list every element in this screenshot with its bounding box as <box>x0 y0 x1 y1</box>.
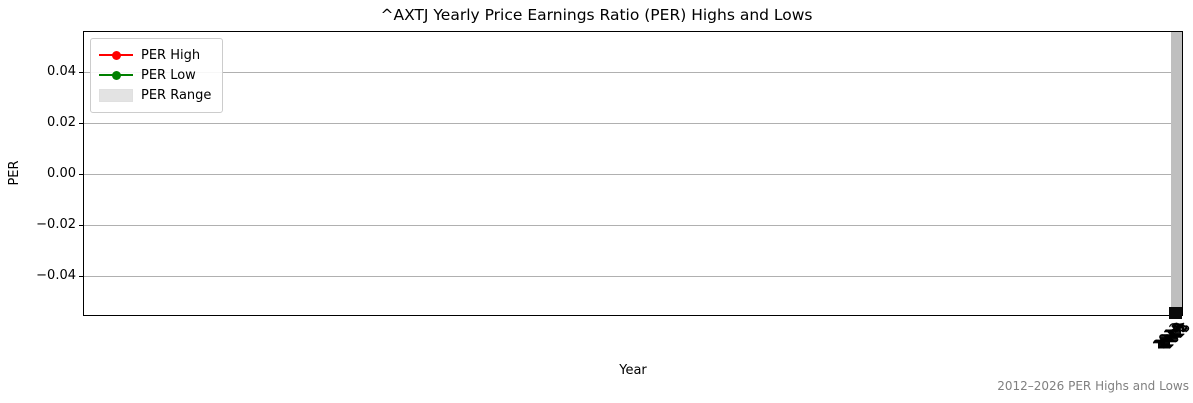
legend-label: PER Range <box>141 88 212 103</box>
chart-title: ^AXTJ Yearly Price Earnings Ratio (PER) … <box>380 6 813 24</box>
gray-patch-icon <box>99 89 133 102</box>
legend-item-per-low: PER Low <box>99 66 211 85</box>
gridline <box>84 123 1182 124</box>
y-tick-label: 0.04 <box>47 64 76 79</box>
per-range-patch-sample <box>99 86 133 105</box>
y-axis-label: PER <box>7 160 22 186</box>
y-tick-mark <box>79 276 83 277</box>
caption: 2012–2026 PER Highs and Lows <box>997 379 1189 393</box>
legend: PER High PER Low PER Range <box>90 38 224 113</box>
y-tick-label: −0.02 <box>36 217 76 232</box>
y-tick-label: 0.02 <box>47 115 76 130</box>
y-tick-mark <box>79 123 83 124</box>
per-high-line-sample <box>99 46 133 65</box>
gridline <box>84 276 1182 277</box>
per-range-bar <box>1171 32 1182 315</box>
y-tick-mark <box>79 174 83 175</box>
plot-area: PER High PER Low PER Range <box>83 31 1183 319</box>
legend-label: PER Low <box>141 68 196 83</box>
red-circle-marker-icon <box>112 51 121 60</box>
legend-item-per-range: PER Range <box>99 86 211 105</box>
legend-label: PER High <box>141 48 201 63</box>
gridline <box>84 225 1182 226</box>
x-axis-label: Year <box>619 363 647 378</box>
clustered-data-markers <box>1169 307 1182 319</box>
legend-item-per-high: PER High <box>99 46 211 65</box>
y-tick-mark <box>79 72 83 73</box>
y-tick-mark <box>79 225 83 226</box>
y-tick-label: 0.00 <box>47 166 76 181</box>
per-low-line-sample <box>99 66 133 85</box>
gridline <box>84 72 1182 73</box>
gridline <box>84 174 1182 175</box>
y-tick-label: −0.04 <box>36 268 76 283</box>
green-circle-marker-icon <box>112 71 121 80</box>
